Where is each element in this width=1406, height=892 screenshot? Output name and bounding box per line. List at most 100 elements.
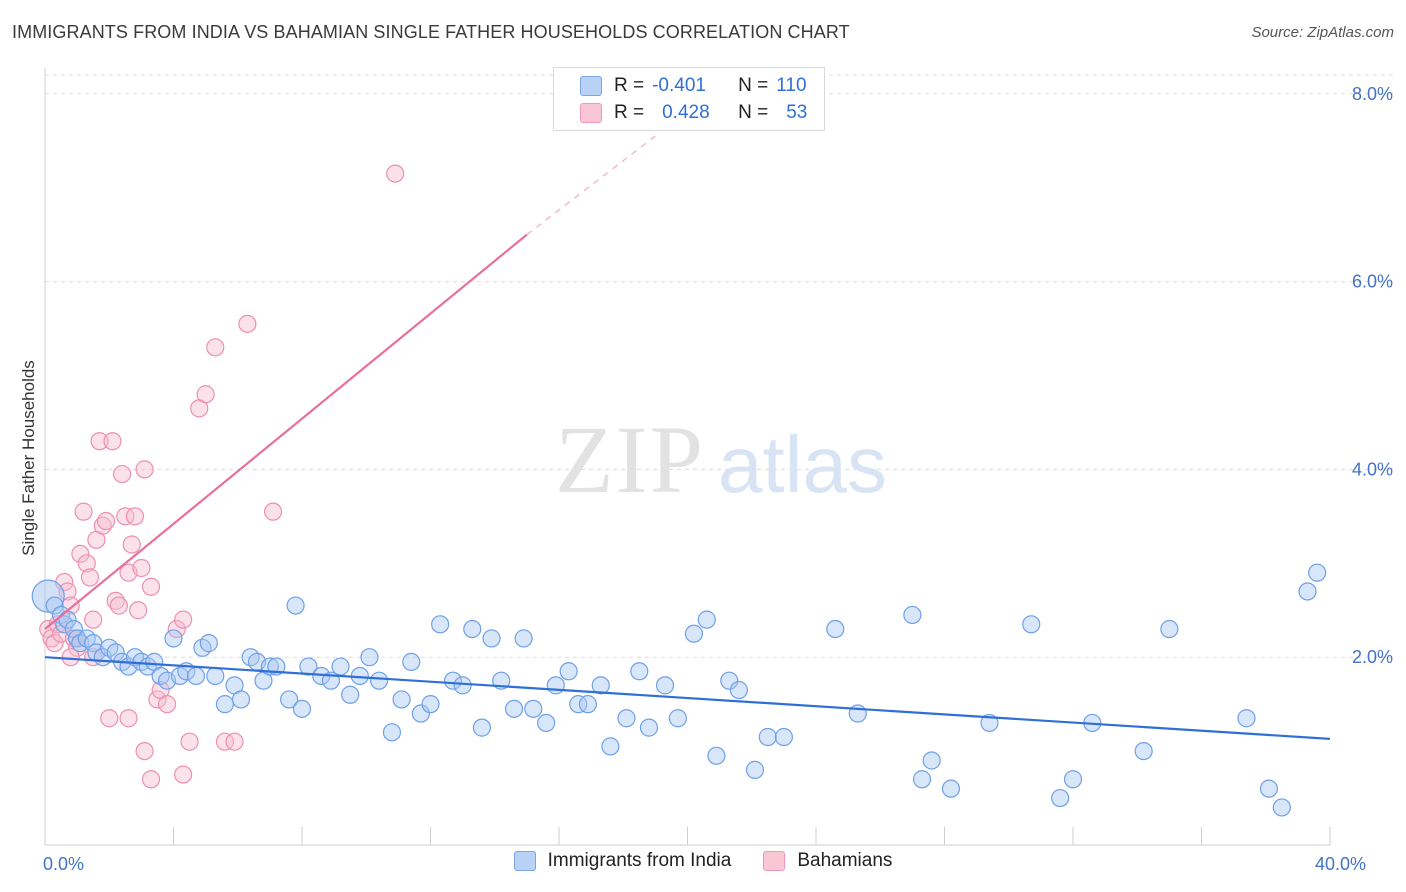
india-point-37 bbox=[280, 690, 299, 709]
india-point-75 bbox=[684, 624, 704, 643]
bahamas-point-18 bbox=[96, 511, 116, 531]
legend-item-bahamas: Bahamians bbox=[763, 850, 892, 872]
bahamas-point-27 bbox=[125, 507, 145, 526]
india-point-62 bbox=[524, 699, 543, 718]
bahamas-point-47 bbox=[119, 709, 138, 728]
india-point-78 bbox=[720, 671, 739, 690]
india-point-52 bbox=[421, 695, 440, 714]
india-point-49 bbox=[392, 690, 411, 709]
india-point-92 bbox=[1063, 770, 1083, 789]
india-point-50 bbox=[402, 652, 421, 671]
watermark-atlas: atlas bbox=[718, 420, 887, 509]
legend-n-value-bahamas: 53 bbox=[786, 102, 808, 123]
trend-line-bahamas-extension bbox=[526, 135, 656, 236]
india-point-31 bbox=[231, 690, 251, 709]
india-point-70 bbox=[617, 709, 636, 728]
india-point-67 bbox=[578, 695, 598, 714]
india-point-83 bbox=[826, 619, 845, 639]
bahamas-point-34 bbox=[157, 695, 177, 714]
bahamas-point-23 bbox=[112, 464, 132, 484]
india-point-71 bbox=[630, 662, 649, 681]
india-point-88 bbox=[941, 779, 961, 798]
series-india-points bbox=[31, 563, 1327, 817]
india-point-69 bbox=[601, 737, 620, 756]
india-point-87 bbox=[922, 751, 941, 770]
bahamas-point-42 bbox=[225, 732, 244, 751]
bahamas-point-50 bbox=[174, 765, 193, 784]
india-point-90 bbox=[1022, 615, 1041, 634]
india-point-56 bbox=[463, 619, 482, 639]
bahamas-point-39 bbox=[196, 385, 215, 404]
india-point-72 bbox=[639, 718, 659, 737]
series-legend: Immigrants from India Bahamians bbox=[0, 850, 1406, 872]
legend-r-value-bahamas: 0.428 bbox=[662, 102, 710, 123]
india-point-86 bbox=[912, 770, 932, 789]
india-point-89 bbox=[980, 713, 999, 733]
india-point-100 bbox=[1308, 563, 1327, 582]
legend-row-bahamas: R = 0.428 N = 53 bbox=[554, 100, 807, 126]
bahamas-point-30 bbox=[135, 460, 154, 479]
india-point-74 bbox=[668, 709, 687, 728]
legend-r-label: R = bbox=[614, 102, 645, 123]
india-point-65 bbox=[559, 662, 578, 681]
bahamas-point-22 bbox=[109, 596, 128, 615]
trend-lines bbox=[44, 135, 1331, 740]
bahamas-point-37 bbox=[180, 732, 199, 751]
bahamas-point-14 bbox=[84, 610, 103, 629]
legend-item-india: Immigrants from India bbox=[513, 850, 732, 872]
legend-label-bahamas: Bahamians bbox=[797, 850, 893, 871]
india-point-81 bbox=[758, 727, 777, 747]
india-point-64 bbox=[546, 676, 565, 695]
bahamas-point-29 bbox=[132, 558, 151, 578]
bahamas-point-49 bbox=[141, 770, 161, 789]
india-point-76 bbox=[697, 610, 716, 629]
x-tick-label-0: 0.0% bbox=[43, 854, 84, 874]
india-point-27 bbox=[199, 634, 218, 653]
india-point-97 bbox=[1259, 779, 1279, 798]
legend-r-value-india: -0.401 bbox=[652, 75, 706, 96]
y-tick-label-3: 8.0% bbox=[1352, 84, 1393, 104]
india-point-66 bbox=[569, 695, 588, 714]
bahamas-point-31 bbox=[141, 577, 161, 596]
india-point-68 bbox=[591, 676, 610, 695]
india-point-61 bbox=[514, 629, 533, 648]
legend-row-india: R = -0.401 N = 110 bbox=[554, 73, 807, 99]
legend-swatch-india bbox=[580, 76, 602, 96]
bahamas-point-19 bbox=[100, 709, 119, 728]
legend-label-india: Immigrants from India bbox=[547, 850, 732, 871]
india-point-91 bbox=[1051, 788, 1070, 808]
legend-r-label: R = bbox=[614, 75, 645, 96]
india-point-1 bbox=[45, 596, 64, 615]
india-point-79 bbox=[729, 680, 749, 700]
x-tick-label-1: 40.0% bbox=[1315, 854, 1366, 874]
y-tick-label-0: 2.0% bbox=[1352, 647, 1393, 667]
bahamas-point-41 bbox=[215, 732, 234, 751]
correlation-legend: R = -0.401 N = 110 R = 0.428 N = 53 bbox=[553, 67, 825, 131]
trend-line-bahamas bbox=[44, 233, 528, 630]
legend-n-label: N = bbox=[738, 102, 769, 123]
bahamas-point-2 bbox=[45, 634, 64, 653]
india-point-55 bbox=[453, 676, 472, 695]
legend-n-label: N = bbox=[738, 75, 769, 96]
india-point-39 bbox=[292, 699, 312, 718]
source-credit: Source: ZipAtlas.com bbox=[1251, 24, 1394, 41]
bahamas-point-7 bbox=[61, 596, 80, 615]
bahamas-point-36 bbox=[174, 610, 193, 629]
axes bbox=[44, 68, 1331, 846]
y-axis-title: Single Father Households bbox=[19, 360, 38, 556]
india-point-51 bbox=[411, 704, 430, 723]
bahamas-point-10 bbox=[71, 544, 90, 564]
india-point-43 bbox=[331, 657, 350, 676]
india-point-98 bbox=[1272, 798, 1291, 817]
india-point-44 bbox=[341, 685, 360, 704]
chart-title: IMMIGRANTS FROM INDIA VS BAHAMIAN SINGLE… bbox=[12, 22, 850, 42]
y-tick-label-1: 4.0% bbox=[1352, 459, 1393, 479]
india-point-63 bbox=[537, 713, 556, 733]
watermark-zip: ZIP bbox=[555, 406, 705, 513]
bahamas-point-24 bbox=[116, 507, 135, 526]
legend-swatch-bahamas bbox=[763, 851, 786, 871]
bahamas-point-43 bbox=[238, 314, 257, 333]
india-point-58 bbox=[482, 629, 501, 648]
legend-n-value-india: 110 bbox=[776, 75, 807, 96]
india-point-48 bbox=[382, 723, 402, 742]
